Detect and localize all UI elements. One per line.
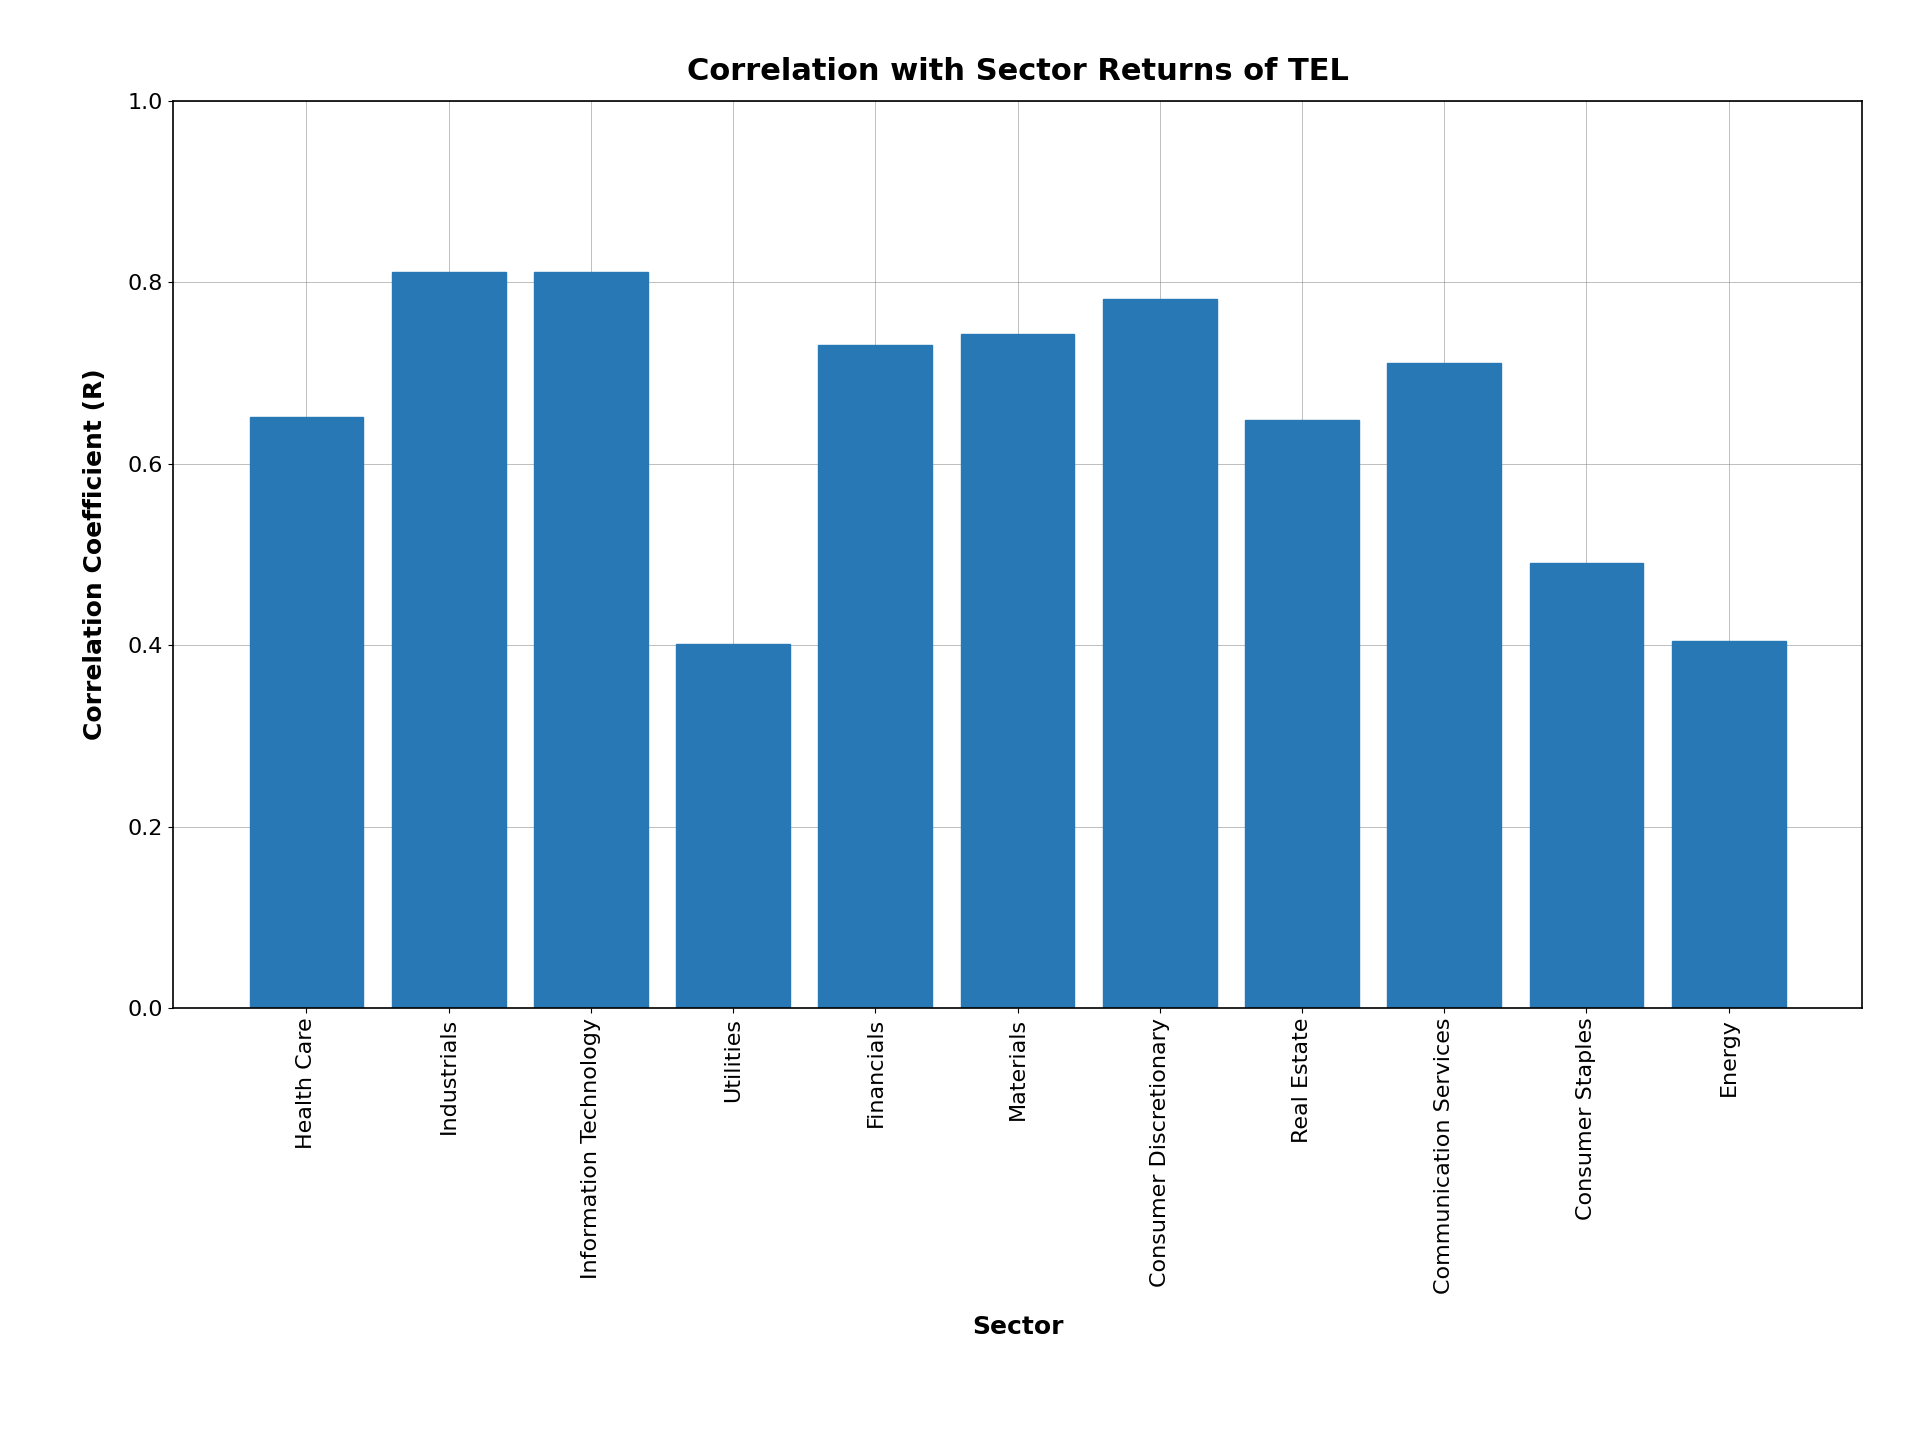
Bar	[1530, 563, 1644, 1008]
Bar	[1102, 300, 1217, 1008]
Bar	[1672, 641, 1786, 1008]
Bar	[1388, 363, 1501, 1008]
X-axis label: Sector: Sector	[972, 1315, 1064, 1339]
Bar	[392, 272, 505, 1008]
Bar	[250, 418, 363, 1008]
Bar	[818, 344, 933, 1008]
Bar	[676, 644, 789, 1008]
Bar	[534, 272, 647, 1008]
Bar	[960, 334, 1075, 1008]
Title: Correlation with Sector Returns of TEL: Correlation with Sector Returns of TEL	[687, 58, 1348, 86]
Y-axis label: Correlation Coefficient (R): Correlation Coefficient (R)	[83, 369, 108, 740]
Bar	[1246, 420, 1359, 1008]
